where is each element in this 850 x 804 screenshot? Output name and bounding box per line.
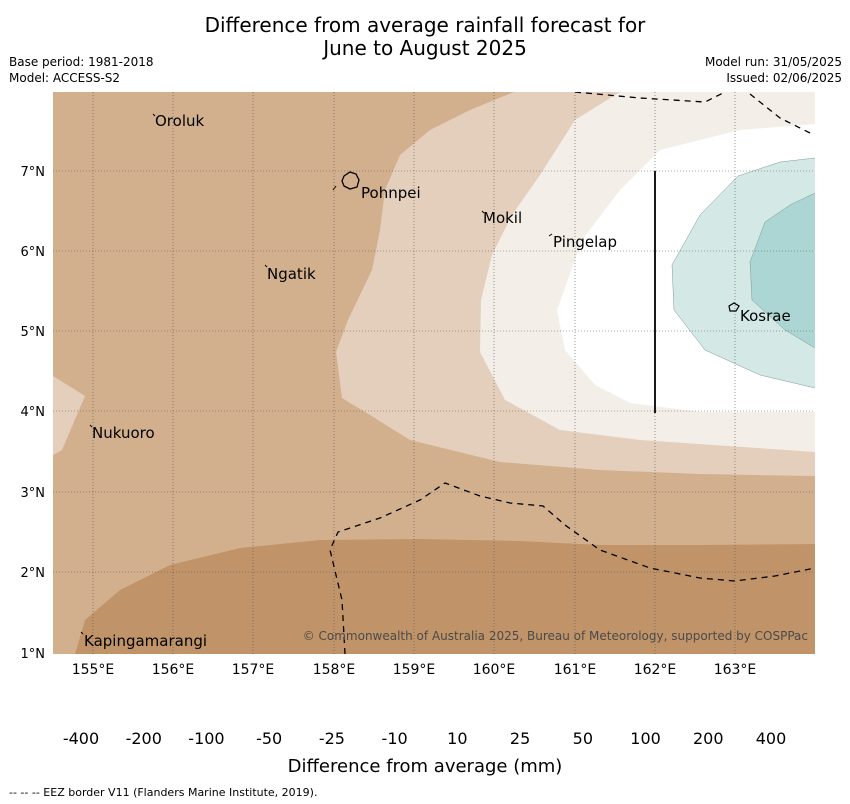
kosrae-island-icon <box>728 302 740 312</box>
lon-label: 156°E <box>152 662 195 678</box>
copyright-text: © Commonwealth of Australia 2025, Bureau… <box>303 629 808 643</box>
eez-footnote: -- -- -- EEZ border V11 (Flanders Marine… <box>9 786 318 799</box>
issued-date: Issued: 02/06/2025 <box>726 71 842 85</box>
colorbar-tick-label: -50 <box>256 729 283 748</box>
lat-label: 6°N <box>21 245 46 260</box>
title-line-2: June to August 2025 <box>323 36 527 60</box>
colorbar-tick-label: 200 <box>692 729 724 748</box>
colorbar-tick-label: -400 <box>62 729 100 748</box>
colorbar-tick-label: 25 <box>509 729 531 748</box>
place-nukuoro: Nukuoro <box>92 424 155 442</box>
lon-label: 161°E <box>554 662 597 678</box>
lat-label: 2°N <box>21 566 46 581</box>
place-kapingamarangi: Kapingamarangi <box>84 632 207 650</box>
lon-label: 157°E <box>232 662 275 678</box>
lon-label: 162°E <box>634 662 677 678</box>
model-run: Model run: 31/05/2025 <box>704 55 842 69</box>
lat-label: 7°N <box>21 165 46 180</box>
colorbar-tick-label: -25 <box>318 729 345 748</box>
map-panel: Oroluk Pohnpei Mokil Pingelap Ngatik Kos… <box>21 92 815 678</box>
colorbar-tick-label: 400 <box>755 729 787 748</box>
colorbar-tick-label: -200 <box>125 729 162 748</box>
band-plus25 <box>750 193 815 348</box>
model-name: Model: ACCESS-S2 <box>9 71 121 85</box>
place-oroluk: Oroluk <box>155 112 204 130</box>
colorbar-tick-label: -100 <box>188 729 225 748</box>
meta-right: Model run: 31/05/2025 Issued: 02/06/2025 <box>705 54 842 86</box>
place-ngatik: Ngatik <box>267 265 316 283</box>
colorbar-tick-label: 100 <box>630 729 661 748</box>
title-line-1: Difference from average rainfall forecas… <box>204 13 646 37</box>
place-mokil: Mokil <box>483 209 522 227</box>
colorbar-tick-label: -10 <box>381 729 408 748</box>
lon-label: 160°E <box>473 662 516 678</box>
lon-label: 155°E <box>72 662 115 678</box>
place-kosrae: Kosrae <box>740 307 791 325</box>
lat-label: 3°N <box>21 486 46 501</box>
pohnpei-island-icon <box>341 171 360 190</box>
lat-label: 4°N <box>21 405 46 420</box>
eez-border <box>329 92 815 654</box>
lon-label: 158°E <box>313 662 356 678</box>
band-minus50-west <box>53 376 85 455</box>
place-pohnpei: Pohnpei <box>361 184 421 202</box>
lat-label: 5°N <box>21 325 46 340</box>
colorbar-tick-label: 10 <box>447 729 468 748</box>
band-minus200 <box>75 539 815 654</box>
map-title: Difference from average rainfall forecas… <box>0 14 850 60</box>
colorbar-tick-label: 50 <box>572 729 593 748</box>
map-gridlines <box>53 92 815 654</box>
lon-label: 159°E <box>393 662 436 678</box>
meta-left: Base period: 1981-2018 Model: ACCESS-S2 <box>9 54 154 86</box>
place-pingelap: Pingelap <box>553 233 617 251</box>
base-period: Base period: 1981-2018 <box>9 55 154 69</box>
lon-label: 163°E <box>714 662 757 678</box>
lat-label: 1°N <box>21 647 46 662</box>
colorbar-title: Difference from average (mm) <box>287 756 563 777</box>
